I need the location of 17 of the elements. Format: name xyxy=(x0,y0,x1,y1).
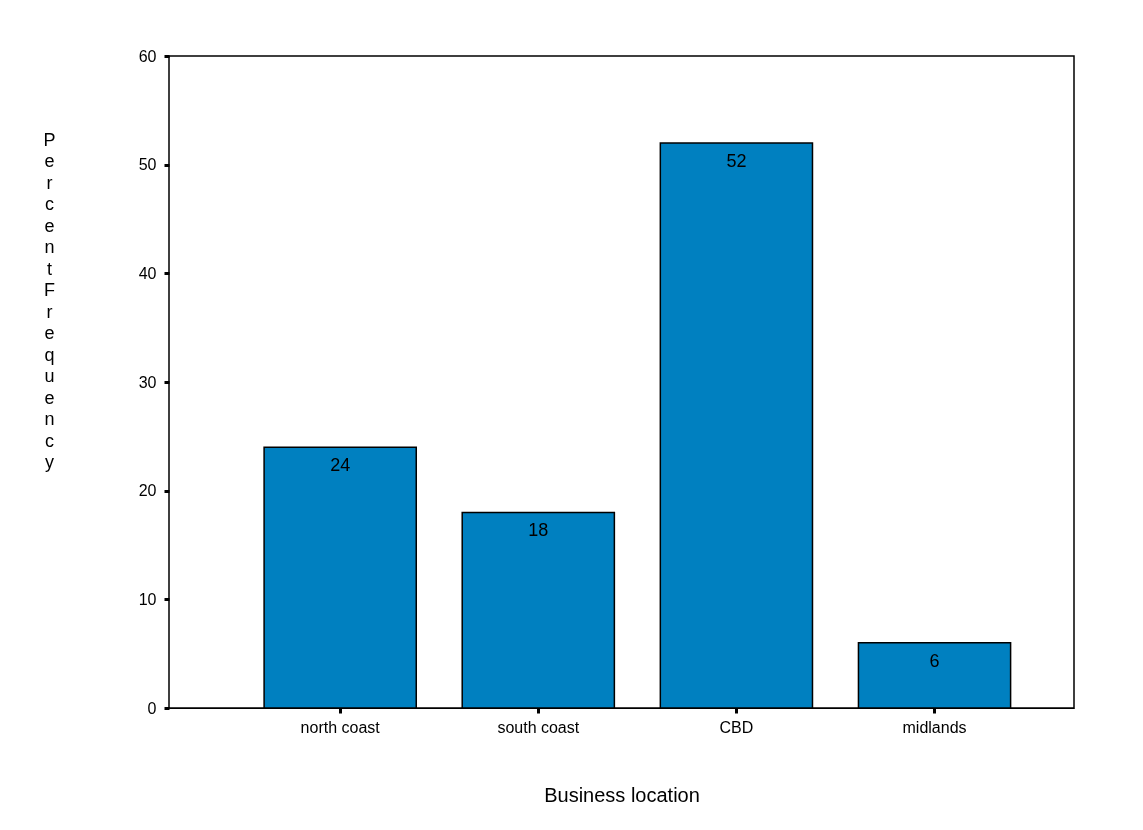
y-tick-label: 0 xyxy=(147,699,157,717)
y-tick-label: 60 xyxy=(138,47,157,65)
x-tick-label: CBD xyxy=(719,718,754,736)
y-tick-label: 10 xyxy=(138,590,157,608)
text: Percent Frequency xyxy=(43,129,56,472)
x-tick-label: north coast xyxy=(300,718,381,736)
data-label: 24 xyxy=(330,455,351,476)
y-tick-label: 40 xyxy=(138,264,157,282)
data-label: 6 xyxy=(929,650,940,671)
data-label: 52 xyxy=(726,150,747,171)
data-label: 18 xyxy=(528,520,549,541)
x-tick-label: south coast xyxy=(497,718,580,736)
x-tick-label: midlands xyxy=(902,718,967,736)
y-tick-label: 50 xyxy=(138,156,157,174)
y-tick-label: 30 xyxy=(138,373,157,391)
x-axis-title: Business location xyxy=(544,783,700,806)
y-tick-label: 20 xyxy=(138,482,157,500)
